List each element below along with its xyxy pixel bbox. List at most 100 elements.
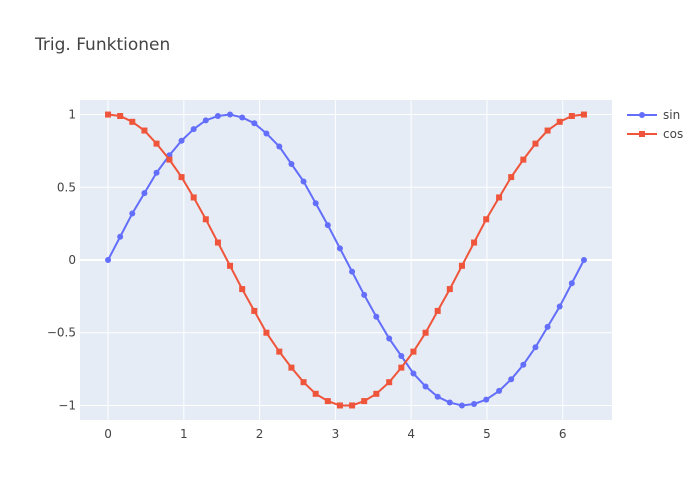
data-point-cos[interactable] <box>105 111 112 118</box>
series-line-sin <box>107 113 585 407</box>
data-point-cos[interactable] <box>129 118 136 125</box>
data-point-sin[interactable] <box>556 303 563 310</box>
data-point-sin[interactable] <box>422 383 429 390</box>
data-point-sin[interactable] <box>568 280 575 287</box>
axis-ticks: 0 1 2 3 4 5 6 −1 −0.5 0 0.5 1 <box>47 108 567 441</box>
data-point-sin[interactable] <box>202 117 209 124</box>
data-point-sin[interactable] <box>434 393 441 400</box>
data-point-sin[interactable] <box>239 114 246 121</box>
legend-circle-marker <box>639 112 645 118</box>
legend-label: sin <box>663 108 680 122</box>
data-point-cos[interactable] <box>446 286 453 293</box>
legend-item-sin[interactable]: sin <box>627 108 680 122</box>
data-point-sin[interactable] <box>141 190 148 197</box>
data-point-sin[interactable] <box>446 399 453 406</box>
data-point-cos[interactable] <box>520 156 527 163</box>
data-point-sin[interactable] <box>105 257 112 263</box>
x-tick-label: 1 <box>180 427 188 441</box>
data-point-sin[interactable] <box>251 120 258 127</box>
data-point-sin[interactable] <box>312 200 319 207</box>
data-point-cos[interactable] <box>178 174 185 181</box>
y-tick-label: 0.5 <box>57 180 76 194</box>
data-point-sin[interactable] <box>117 233 124 240</box>
data-point-sin[interactable] <box>532 344 539 351</box>
y-tick-label: 0 <box>68 253 76 267</box>
data-point-cos[interactable] <box>214 239 221 246</box>
data-point-cos[interactable] <box>373 390 380 397</box>
data-point-cos[interactable] <box>300 379 307 386</box>
data-point-sin[interactable] <box>263 130 270 137</box>
data-point-cos[interactable] <box>568 113 575 119</box>
data-point-cos[interactable] <box>434 307 441 314</box>
data-point-cos[interactable] <box>251 307 258 314</box>
data-point-sin[interactable] <box>288 161 295 167</box>
data-point-sin[interactable] <box>580 257 587 263</box>
data-point-cos[interactable] <box>141 127 148 134</box>
data-point-cos[interactable] <box>544 127 551 134</box>
data-point-cos[interactable] <box>336 402 343 409</box>
data-point-sin[interactable] <box>544 323 551 330</box>
data-point-cos[interactable] <box>410 348 417 355</box>
data-point-sin[interactable] <box>336 245 343 252</box>
data-point-sin[interactable] <box>349 268 356 275</box>
data-point-sin[interactable] <box>190 126 197 133</box>
legend-square-marker <box>639 131 645 137</box>
x-tick-label: 4 <box>407 427 415 441</box>
data-point-cos[interactable] <box>276 348 283 355</box>
series-cos[interactable] <box>105 111 587 409</box>
data-point-cos[interactable] <box>263 329 270 336</box>
data-point-cos[interactable] <box>312 390 319 397</box>
data-point-sin[interactable] <box>300 178 307 185</box>
data-point-cos[interactable] <box>458 262 465 269</box>
data-point-sin[interactable] <box>458 402 465 409</box>
data-point-sin[interactable] <box>386 335 393 342</box>
data-point-sin[interactable] <box>214 113 221 119</box>
data-point-sin[interactable] <box>129 210 136 217</box>
data-point-cos[interactable] <box>227 262 234 269</box>
data-point-cos[interactable] <box>153 140 160 147</box>
data-point-cos[interactable] <box>532 140 539 147</box>
data-point-cos[interactable] <box>239 286 246 293</box>
data-point-cos[interactable] <box>580 111 587 118</box>
data-point-sin[interactable] <box>496 387 503 394</box>
data-point-cos[interactable] <box>386 379 393 386</box>
y-tick-label: −0.5 <box>47 326 76 340</box>
y-tick-label: 1 <box>68 108 76 122</box>
data-point-sin[interactable] <box>471 401 478 407</box>
legend[interactable]: sin cos <box>627 108 683 141</box>
series-sin[interactable] <box>105 111 587 409</box>
data-point-cos[interactable] <box>190 194 197 201</box>
x-tick-label: 5 <box>483 427 491 441</box>
legend-item-cos[interactable]: cos <box>627 127 683 141</box>
data-point-sin[interactable] <box>373 313 380 320</box>
data-point-sin[interactable] <box>361 291 368 298</box>
data-point-cos[interactable] <box>496 194 503 201</box>
data-point-cos[interactable] <box>471 239 478 246</box>
data-point-cos[interactable] <box>422 329 429 336</box>
data-point-sin[interactable] <box>324 222 331 229</box>
data-point-sin[interactable] <box>410 370 417 377</box>
data-point-cos[interactable] <box>483 216 490 223</box>
data-point-sin[interactable] <box>520 361 527 368</box>
data-point-cos[interactable] <box>166 156 173 163</box>
data-point-cos[interactable] <box>398 364 405 371</box>
data-point-cos[interactable] <box>349 402 356 409</box>
data-point-sin[interactable] <box>508 376 515 383</box>
data-point-sin[interactable] <box>276 143 283 150</box>
series-line-cos <box>107 113 585 407</box>
data-point-cos[interactable] <box>324 398 331 405</box>
x-tick-label: 2 <box>256 427 264 441</box>
data-point-sin[interactable] <box>483 396 490 403</box>
data-point-sin[interactable] <box>398 353 405 359</box>
data-point-cos[interactable] <box>361 398 368 405</box>
data-point-cos[interactable] <box>288 364 295 371</box>
data-point-sin[interactable] <box>153 169 160 176</box>
data-point-sin[interactable] <box>227 111 234 118</box>
data-point-sin[interactable] <box>178 137 185 144</box>
data-point-cos[interactable] <box>556 118 563 125</box>
data-point-cos[interactable] <box>202 216 209 223</box>
data-point-cos[interactable] <box>508 174 515 181</box>
x-tick-label: 0 <box>104 427 112 441</box>
data-point-cos[interactable] <box>117 113 124 119</box>
